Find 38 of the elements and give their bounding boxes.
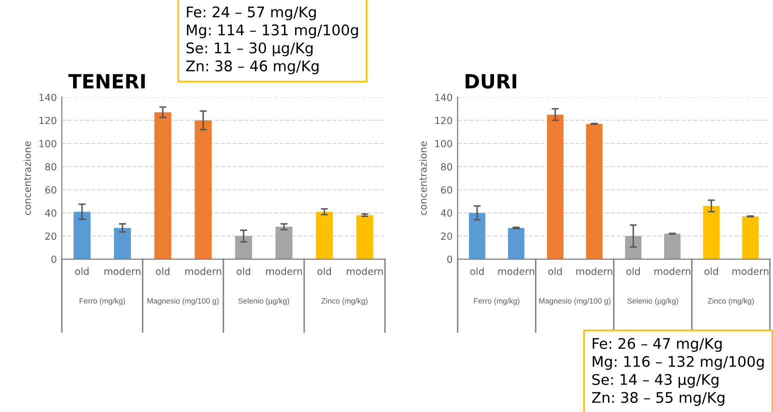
y-tick-label: 60 bbox=[45, 186, 56, 194]
y-tick-label: 120 bbox=[435, 116, 452, 124]
x-tick-label: old bbox=[317, 267, 331, 276]
y-tick-label: 40 bbox=[440, 209, 452, 217]
x-tick-label: old bbox=[626, 267, 640, 276]
x-tick-label: old bbox=[156, 267, 170, 276]
y-tick-label: 20 bbox=[45, 232, 56, 240]
chart-title: TENERI bbox=[68, 74, 145, 88]
y-tick-label: 80 bbox=[45, 163, 56, 170]
x-tick-label: modern bbox=[266, 267, 302, 276]
y-tick-label: 0 bbox=[51, 256, 56, 263]
y-tick-label: 100 bbox=[39, 140, 56, 148]
x-tick-label: modern bbox=[732, 267, 768, 276]
y-tick-label: 20 bbox=[441, 232, 452, 240]
text: Fe: 26 – 47 mg/Kg Mg: 116 – 132 mg/100g Se: 14 – 43 µg/Kg Zn: 38 – 55 mg/Kg bbox=[592, 338, 764, 406]
y-axis-title: concentrazione bbox=[23, 141, 31, 215]
y-tick-label: 140 bbox=[435, 94, 452, 102]
x-tick-label: modern bbox=[576, 267, 612, 276]
text: Fe: 24 – 57 mg/Kg Mg: 114 – 131 mg/100g Se: 11 – 30 µg/Kg Zn: 38 – 46 mg/Kg bbox=[186, 6, 358, 74]
chart-title: DURI bbox=[466, 74, 516, 89]
y-tick-label: 100 bbox=[435, 140, 452, 148]
y-axis-title: concentrazione bbox=[419, 141, 427, 215]
y-tick-label: 80 bbox=[441, 163, 452, 170]
x-tick-label: modern bbox=[185, 267, 222, 276]
x-tick-label: modern bbox=[104, 267, 140, 276]
y-tick-label: 140 bbox=[39, 94, 56, 102]
y-tick-label: 0 bbox=[447, 256, 452, 263]
x-tick-label: old bbox=[548, 267, 562, 276]
x-tick-label: old bbox=[470, 267, 484, 276]
y-tick-label: 40 bbox=[45, 209, 56, 217]
y-tick-label: 120 bbox=[39, 116, 56, 124]
x-tick-label: old bbox=[75, 267, 89, 276]
x-tick-label: modern bbox=[654, 267, 690, 276]
x-tick-label: old bbox=[704, 267, 718, 276]
y-tick-label: 60 bbox=[441, 186, 452, 194]
x-tick-label: modern bbox=[498, 267, 534, 276]
x-tick-label: modern bbox=[346, 267, 383, 276]
x-tick-label: old bbox=[236, 267, 250, 276]
